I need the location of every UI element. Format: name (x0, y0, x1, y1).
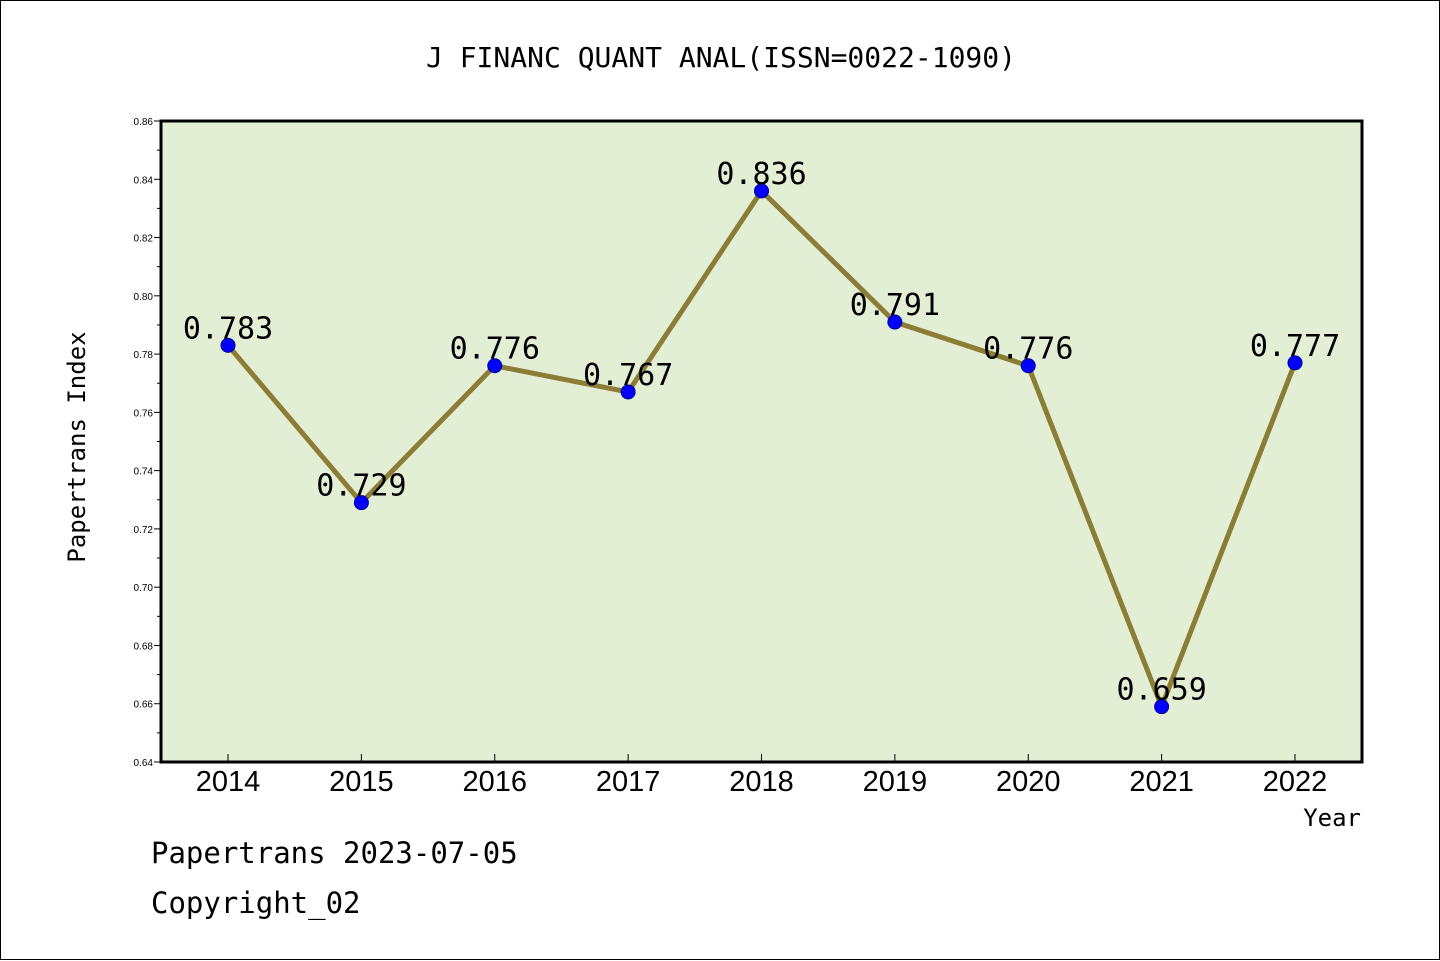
data-point-marker (1154, 699, 1170, 715)
y-tick-label: 0.86 (134, 117, 154, 128)
data-label: 0.836 (716, 157, 806, 192)
data-point-marker (1020, 358, 1036, 374)
data-point-marker (353, 495, 369, 511)
footer-date: Papertrans 2023-07-05 (151, 836, 518, 870)
x-tick-label: 2019 (863, 766, 928, 798)
x-tick-label: 2014 (196, 766, 261, 798)
y-tick-label: 0.66 (134, 700, 154, 711)
data-point-marker (1287, 355, 1303, 371)
x-tick-label: 2017 (596, 766, 661, 798)
y-axis-label: Papertrans Index (63, 331, 91, 562)
x-tick-label: 2015 (329, 766, 394, 798)
y-tick-label: 0.80 (134, 292, 154, 303)
x-tick-label: 2016 (462, 766, 527, 798)
y-tick-label: 0.68 (134, 641, 154, 652)
y-tick-label: 0.70 (134, 583, 154, 594)
data-label: 0.659 (1116, 673, 1206, 708)
chart-title: J FINANC QUANT ANAL(ISSN=0022-1090) (426, 41, 1016, 74)
y-tick-label: 0.84 (134, 175, 154, 186)
data-label: 0.767 (583, 358, 673, 393)
data-point-marker (754, 183, 769, 199)
series-markers (220, 183, 1303, 715)
data-label: 0.729 (316, 469, 406, 504)
plot-area (161, 121, 1362, 762)
y-tick-label: 0.64 (134, 758, 154, 769)
y-axis-ticks: 0.64 0.66 0.68 0.70 0.72 0.74 0.76 0.78 0.80 0.82… (134, 117, 161, 769)
footer-copyright: Copyright_02 (151, 886, 361, 920)
data-label: 0.783 (183, 311, 273, 346)
y-tick-label: 0.74 (134, 467, 154, 478)
x-tick-label: 2018 (729, 766, 794, 798)
y-tick-label: 0.76 (134, 408, 154, 419)
x-tick-label: 2021 (1129, 766, 1194, 798)
data-point-marker (620, 384, 636, 400)
data-label: 0.776 (983, 332, 1073, 367)
x-tick-label: 2020 (996, 766, 1061, 798)
x-tick-label: 2022 (1263, 766, 1328, 798)
plot-border (159, 119, 1364, 764)
data-point-marker (487, 358, 503, 374)
y-tick-label: 0.72 (134, 525, 154, 536)
data-label: 0.777 (1250, 329, 1340, 364)
data-label: 0.776 (450, 332, 540, 367)
data-label: 0.791 (850, 288, 940, 323)
x-axis-label: Year (1303, 804, 1361, 832)
data-labels: 0.783 0.729 0.776 0.767 0.836 0.791 0.776 0.659… (183, 157, 1340, 708)
y-tick-label: 0.82 (134, 234, 154, 245)
data-point-marker (220, 337, 236, 353)
y-tick-label: 0.78 (134, 350, 154, 361)
x-axis-ticks: 2014 2015 2016 2017 2018 2019 2020 2021 2022 (196, 754, 1328, 798)
data-point-marker (887, 314, 903, 330)
